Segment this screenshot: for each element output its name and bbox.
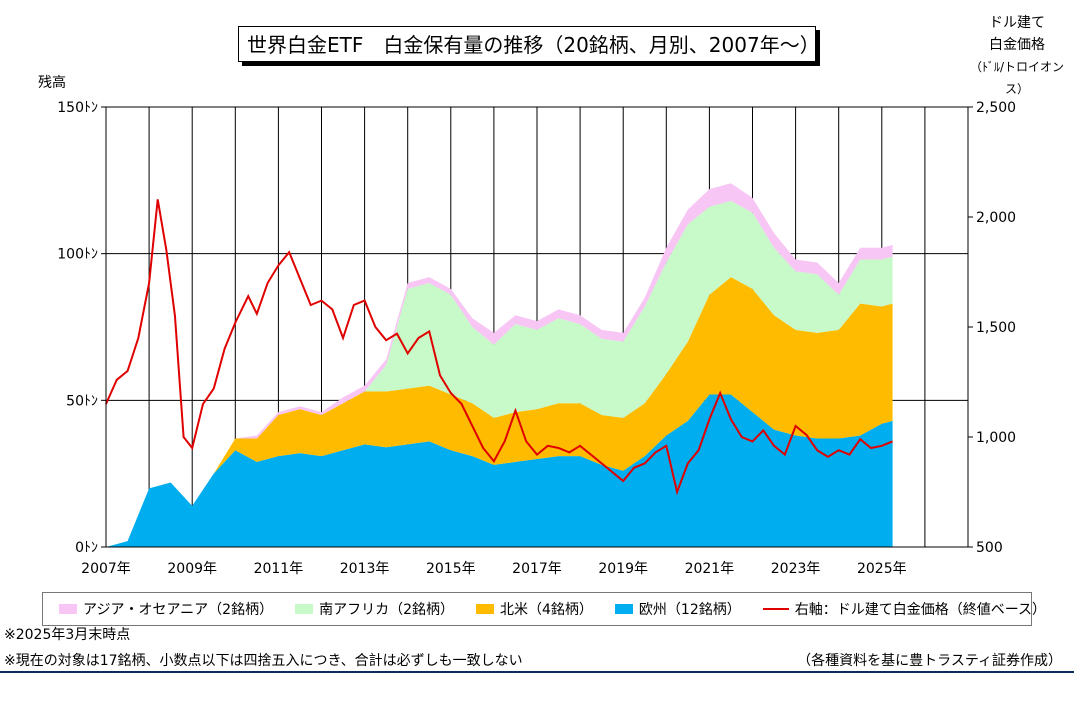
price-line — [105, 199, 893, 496]
source-note: （各種資料を基に豊トラスティ証券作成） — [797, 653, 1062, 669]
legend-item-europe: 欧州（12銘柄） — [614, 599, 741, 619]
platinum-etf-chart: 0ﾄﾝ 50ﾄﾝ 100ﾄﾝ 150ﾄﾝ 500 1,000 1,500 2,000 2,500… — [57, 100, 1016, 577]
legend-item-price: 右軸：ドル建て白金価格（終値ベース） — [762, 599, 1047, 619]
left-tick-label: 0ﾄﾝ — [75, 540, 98, 556]
legend-label-asia: アジア・オセアニア（2銘柄） — [83, 602, 274, 618]
right-tick-label: 1,500 — [976, 320, 1016, 336]
left-tick-label: 50ﾄﾝ — [66, 393, 98, 409]
legend-label-europe: 欧州（12銘柄） — [638, 602, 741, 618]
x-tick-label: 2021年 — [685, 561, 735, 577]
area-south-africa — [106, 200, 893, 547]
legend-label-north-america: 北米（4銘柄） — [500, 602, 593, 618]
x-tick-label: 2023年 — [771, 561, 821, 577]
right-tick-label: 2,000 — [976, 210, 1016, 226]
legend-item-north-america: 北米（4銘柄） — [476, 599, 593, 619]
note-date: ※2025年3月末時点 — [4, 627, 131, 643]
left-tick-label: 100ﾄﾝ — [57, 247, 98, 263]
right-tick-label: 1,000 — [976, 430, 1016, 446]
legend-swatch-asia — [59, 604, 77, 614]
chart-title: 世界白金ETF 白金保有量の推移（20銘柄、月別、2007年〜） — [238, 26, 820, 62]
legend-label-south-africa: 南アフリカ（2銘柄） — [319, 602, 454, 618]
x-tick-label: 2011年 — [254, 561, 304, 577]
price-line-layer — [105, 199, 893, 496]
x-tick-label: 2025年 — [857, 561, 907, 577]
legend: アジア・オセアニア（2銘柄） 南アフリカ（2銘柄） 北米（4銘柄） 欧州（12銘… — [42, 592, 1046, 626]
bottom-rule — [0, 671, 1074, 673]
legend-swatch-south-africa — [295, 604, 314, 614]
right-axis-unit: ドル建て 白金価格 （ﾄﾞﾙ/トロイオンス） — [967, 12, 1067, 100]
legend-swatch-europe — [614, 604, 633, 614]
area-europe — [106, 394, 893, 547]
x-tick-label: 2017年 — [512, 561, 562, 577]
right-tick-label: 500 — [976, 540, 1003, 556]
x-tick-label: 2013年 — [340, 561, 390, 577]
left-tick-label: 150ﾄﾝ — [57, 100, 98, 116]
legend-item-asia: アジア・オセアニア（2銘柄） — [59, 599, 273, 619]
axes: 0ﾄﾝ 50ﾄﾝ 100ﾄﾝ 150ﾄﾝ 500 1,000 1,500 2,000 2,500… — [57, 100, 1016, 577]
legend-item-south-africa: 南アフリカ（2銘柄） — [295, 599, 454, 619]
left-axis-unit: 残高 — [38, 75, 66, 91]
legend-swatch-north-america — [476, 604, 494, 614]
note-count: ※現在の対象は17銘柄、小数点以下は四捨五入につき、合計は必ずしも一致しない — [4, 653, 523, 669]
right-tick-label: 2,500 — [976, 100, 1016, 116]
area-north-america — [106, 277, 893, 547]
x-tick-label: 2015年 — [426, 561, 476, 577]
x-tick-label: 2009年 — [167, 561, 217, 577]
legend-label-price: 右軸：ドル建て白金価格（終値ベース） — [794, 602, 1047, 618]
right-unit-line-1: ドル建て — [989, 15, 1045, 31]
right-unit-line-2: 白金価格 — [989, 37, 1045, 53]
x-tick-label: 2019年 — [598, 561, 648, 577]
x-tick-label: 2007年 — [81, 561, 131, 577]
stacked-areas — [106, 183, 893, 547]
right-unit-line-3: （ﾄﾞﾙ/トロイオンス） — [969, 60, 1065, 96]
legend-swatch-price — [762, 608, 789, 610]
